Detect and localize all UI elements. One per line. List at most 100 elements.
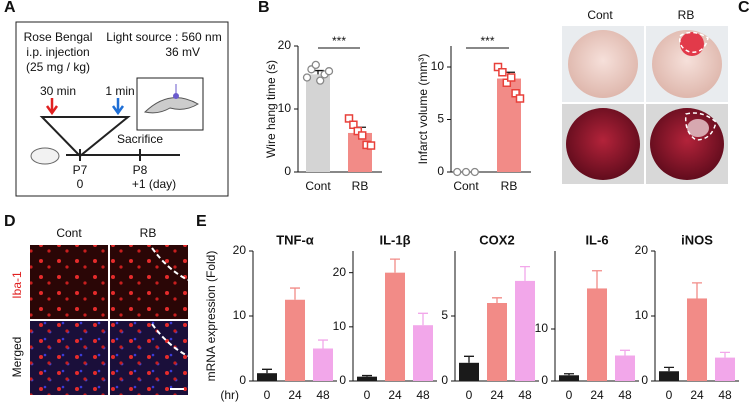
micrograph	[110, 321, 188, 395]
y-tick-label: 10	[635, 308, 649, 322]
data-point	[324, 67, 334, 76]
column-label: RB	[678, 8, 695, 22]
x-tick-label: 0	[566, 388, 573, 402]
chart-title: IL-1β	[379, 232, 410, 247]
light-text: 36 mV	[165, 45, 200, 59]
column-label: Cont	[56, 226, 82, 240]
bar	[357, 376, 377, 381]
bar	[459, 362, 479, 381]
boundary	[151, 323, 189, 357]
bar	[587, 288, 607, 381]
significance-label: ***	[480, 34, 494, 48]
bar	[687, 298, 707, 381]
y-tick-label: 5	[437, 112, 444, 126]
bar	[487, 303, 507, 381]
x-tick-label: Cont	[453, 179, 479, 193]
x-tick-label: 48	[316, 388, 330, 402]
brain-photo	[652, 30, 722, 98]
error-bar	[592, 270, 602, 289]
panel-label: D	[4, 213, 16, 230]
lesion	[680, 32, 704, 56]
y-tick-label: 20	[333, 265, 347, 279]
y-tick-label: 10	[233, 308, 247, 322]
data-point	[353, 126, 363, 136]
x-tick-label: 48	[718, 388, 732, 402]
error-bar	[418, 312, 428, 326]
boundary	[151, 247, 189, 281]
y-tick-label: 0	[641, 373, 648, 387]
panel-label: C	[738, 0, 750, 16]
data-point	[493, 62, 503, 72]
mouse-icon	[30, 147, 60, 165]
x-tick-label: RB	[501, 179, 518, 193]
x-tick-label: Cont	[305, 179, 331, 193]
x-axis-label: (hr)	[220, 388, 239, 402]
data-point	[344, 114, 354, 123]
brain-section	[143, 97, 199, 114]
data-point	[453, 167, 462, 177]
data-point	[311, 60, 320, 70]
y-tick-label: 0	[437, 164, 444, 178]
error-bar	[692, 282, 702, 299]
y-tick-label: 0	[441, 373, 448, 387]
y-tick-label: 0	[339, 373, 346, 387]
triangle	[39, 116, 131, 158]
chart-title: iNOS	[681, 232, 713, 247]
data-point	[357, 131, 367, 140]
error-bar	[318, 339, 328, 349]
y-tick-label: 5	[441, 308, 448, 322]
row-label: Iba-1	[10, 271, 24, 299]
x-tick-label: 0	[364, 388, 371, 402]
data-point	[316, 76, 325, 85]
error-bar	[262, 368, 272, 374]
x-tick-label: 24	[388, 388, 402, 402]
x-tick-label: 24	[590, 388, 604, 402]
bar	[615, 355, 635, 381]
x-tick-label: 24	[490, 388, 504, 402]
y-tick-label: 20	[233, 243, 247, 257]
lesion-outline	[678, 31, 709, 53]
data-point	[470, 167, 479, 177]
light-text: Light source : 560 nm	[106, 30, 221, 44]
y-axis-label: Wire hang time (s)	[264, 60, 278, 158]
y-axis-label: mRNA expression (Fold)	[204, 251, 218, 382]
x-tick-label: RB	[352, 179, 369, 193]
x-tick-label: 24	[690, 388, 704, 402]
error-bar	[720, 351, 730, 358]
x-tick-label: 48	[518, 388, 532, 402]
error-bar	[390, 258, 400, 273]
y-tick-label: 0	[541, 373, 548, 387]
x-tick-label: 0	[666, 388, 673, 402]
data-point	[349, 120, 358, 129]
x-tick-label: 0	[264, 388, 271, 402]
day-label: P7	[73, 163, 88, 177]
arrow	[45, 98, 59, 116]
x-tick-label: 0	[466, 388, 473, 402]
bar	[559, 375, 579, 381]
time-text: 1 min	[105, 84, 134, 98]
lesion-outline	[684, 112, 717, 141]
bar	[306, 74, 330, 172]
y-tick-label: 0	[239, 373, 246, 387]
chart-title: COX2	[479, 232, 514, 247]
panel-a-frame	[15, 21, 229, 197]
data-point	[506, 73, 516, 82]
time-text: 30 min	[40, 84, 76, 98]
y-tick-label: 20	[635, 243, 649, 257]
column-label: Cont	[587, 8, 613, 22]
y-tick-label: 10	[431, 59, 445, 73]
bar	[659, 371, 679, 381]
error-bar	[620, 349, 630, 356]
column-label: RB	[140, 226, 157, 240]
bar	[257, 373, 277, 381]
row-label: Merged	[10, 337, 24, 378]
error-bar	[492, 297, 502, 303]
day-label: P8	[133, 163, 148, 177]
arrow	[111, 98, 125, 116]
bar	[715, 357, 735, 381]
bar	[313, 348, 333, 381]
error-bar	[290, 287, 300, 300]
injection-text: i.p. injection	[26, 45, 89, 59]
panel-label: B	[258, 0, 270, 16]
